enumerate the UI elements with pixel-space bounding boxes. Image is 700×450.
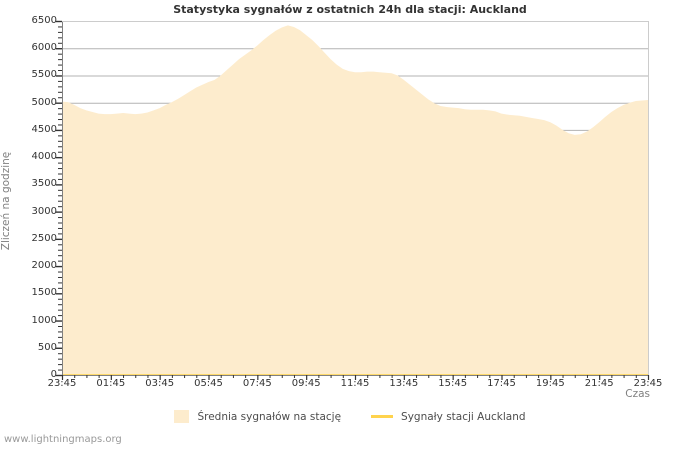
area-series-avg-signals (62, 25, 648, 376)
x-tick-label: 19:45 (535, 378, 565, 389)
y-tick-label: 5000 (31, 96, 57, 108)
y-tick-label: 0 (50, 369, 57, 380)
x-axis-label: Czas (625, 388, 650, 400)
y-tick-label: 5500 (31, 69, 57, 81)
x-tick-label: 17:45 (487, 378, 516, 389)
legend-line-swatch-icon (371, 415, 394, 418)
y-tick-label: 1000 (31, 314, 57, 326)
y-tick-label: 4000 (31, 151, 57, 163)
legend-area-swatch-icon (174, 410, 190, 423)
x-tick-label: 03:45 (145, 378, 175, 389)
legend-item-label: Średnia sygnałów na stację (197, 410, 342, 423)
y-tick-label: 1500 (31, 287, 57, 299)
x-tick-label: 23:45 (47, 378, 77, 389)
legend-item[interactable]: Średnia sygnałów na stację (174, 410, 341, 423)
watermark-text: www.lightningmaps.org (4, 434, 122, 445)
y-tick-label: 2500 (31, 232, 57, 244)
x-tick-label: 23:45 (633, 378, 663, 389)
x-tick-label: 11:45 (340, 378, 370, 389)
legend-item-label: Sygnały stacji Auckland (401, 410, 526, 423)
x-tick-label: 21:45 (584, 378, 614, 389)
y-tick-label: 2000 (31, 260, 57, 272)
y-tick-label: 3000 (31, 205, 57, 217)
y-tick-label: 500 (37, 341, 57, 353)
x-tick-label: 15:45 (438, 378, 468, 389)
y-tick-label: 6000 (31, 42, 57, 54)
legend-item[interactable]: Sygnały stacji Auckland (371, 411, 526, 423)
x-tick-label: 13:45 (389, 378, 419, 389)
x-tick-label: 05:45 (194, 378, 223, 389)
y-tick-label: 3500 (31, 178, 57, 190)
chart-legend: Średnia sygnałów na stację Sygnały stacji… (0, 410, 700, 423)
y-tick-label: 4500 (31, 123, 57, 135)
chart-title: Statystyka sygnałów z ostatnich 24h dla … (173, 3, 527, 16)
y-tick-label: 6500 (31, 15, 57, 26)
x-tick-label: 01:45 (96, 378, 126, 389)
x-tick-label: 07:45 (242, 378, 272, 389)
x-tick-label: 09:45 (291, 378, 321, 389)
